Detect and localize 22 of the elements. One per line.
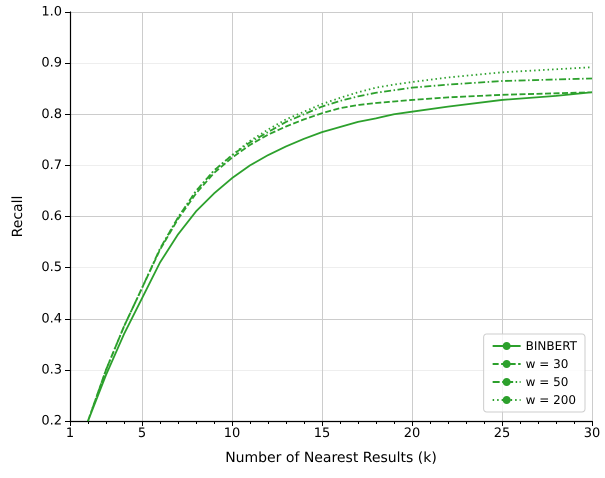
x-tick-label: 30 bbox=[584, 426, 600, 441]
x-tick-label: 25 bbox=[494, 426, 510, 441]
x-tick-label: 15 bbox=[314, 426, 330, 441]
x-tick-label: 20 bbox=[404, 426, 420, 441]
y-tick-label: 1.0 bbox=[41, 4, 62, 20]
y-tick-label: 0.5 bbox=[41, 260, 62, 276]
y-tick-label: 0.6 bbox=[41, 209, 62, 224]
x-tick-label: 10 bbox=[224, 426, 240, 441]
x-axis-title: Number of Nearest Results (k) bbox=[225, 450, 437, 466]
y-tick-label: 0.8 bbox=[41, 106, 62, 122]
y-tick-label: 0.7 bbox=[41, 158, 62, 173]
legend-label: BINBERT bbox=[526, 339, 578, 353]
y-tick-label: 0.2 bbox=[41, 414, 62, 428]
legend-label: w = 30 bbox=[526, 357, 568, 371]
y-tick-label: 0.4 bbox=[41, 311, 62, 326]
legend-label: w = 200 bbox=[526, 393, 576, 407]
x-tick-label: 5 bbox=[138, 426, 146, 441]
x-tick-label: 1 bbox=[66, 426, 74, 441]
legend-label: w = 50 bbox=[526, 375, 568, 389]
y-tick-label: 0.9 bbox=[41, 56, 62, 71]
y-tick-label: 0.3 bbox=[41, 362, 62, 378]
y-axis-title: Recall bbox=[10, 196, 26, 238]
